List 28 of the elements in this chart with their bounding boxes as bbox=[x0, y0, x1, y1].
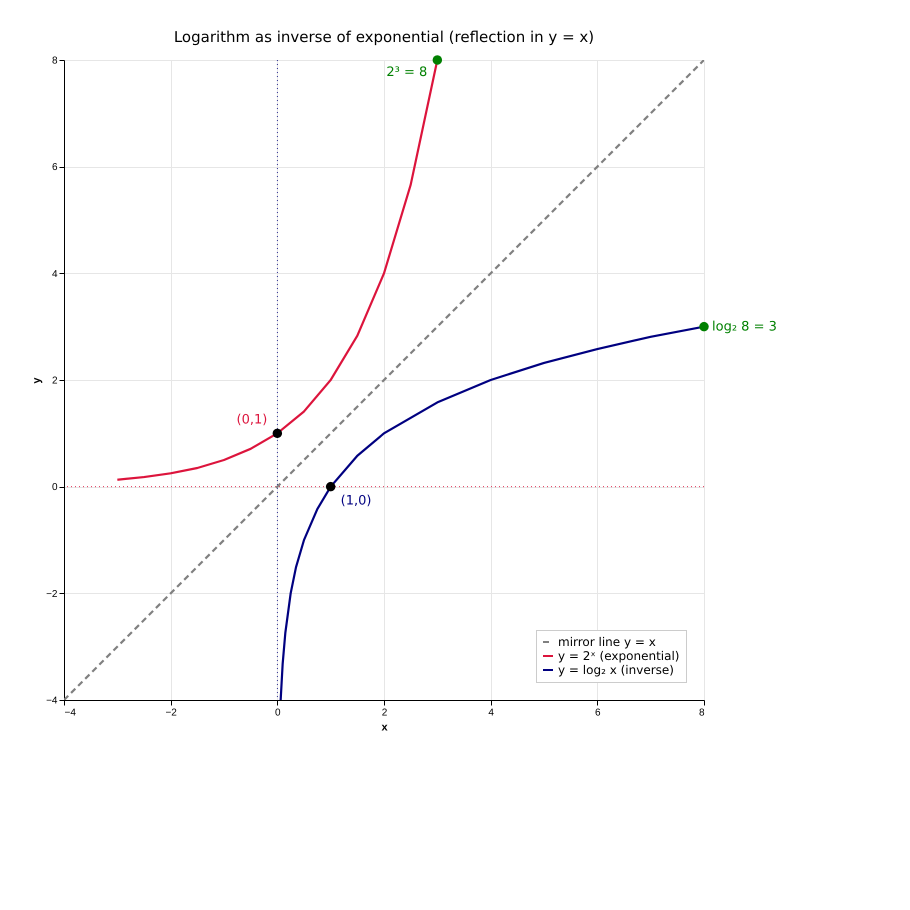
annotation: (0,1) bbox=[236, 412, 268, 428]
chart-title: Logarithm as inverse of exponential (reflection in y = x) bbox=[174, 28, 594, 46]
y-tick-label: −2 bbox=[46, 588, 58, 600]
annotation: 2³ = 8 bbox=[386, 65, 428, 80]
x-tick-label: 8 bbox=[698, 708, 705, 718]
legend-label: y = log₂ x (inverse) bbox=[558, 663, 674, 677]
legend-label: y = 2ˣ (exponential) bbox=[558, 649, 680, 663]
y-tick-label: 2 bbox=[52, 376, 58, 386]
y-axis-title: y bbox=[31, 376, 44, 384]
point bbox=[326, 482, 336, 492]
legend-label: mirror line y = x bbox=[558, 635, 656, 649]
annotation: (1,0) bbox=[340, 494, 372, 509]
point bbox=[272, 428, 282, 438]
y-tick-label: 4 bbox=[52, 268, 58, 280]
x-tick-label: 2 bbox=[382, 708, 388, 718]
x-tick-label: −4 bbox=[64, 708, 76, 718]
x-tick-label: −2 bbox=[165, 708, 178, 718]
point bbox=[699, 322, 709, 332]
y-tick-label: 8 bbox=[52, 56, 58, 66]
x-tick-label: 4 bbox=[488, 708, 494, 718]
point bbox=[432, 55, 442, 65]
x-tick-label: 6 bbox=[595, 708, 602, 718]
x-tick-label: 0 bbox=[275, 708, 282, 718]
annotation: log₂ 8 = 3 bbox=[712, 320, 777, 335]
y-tick-label: −4 bbox=[46, 696, 58, 706]
y-tick-label: 0 bbox=[52, 482, 58, 494]
x-axis-title: x bbox=[381, 722, 388, 734]
y-tick-label: 6 bbox=[52, 162, 58, 174]
